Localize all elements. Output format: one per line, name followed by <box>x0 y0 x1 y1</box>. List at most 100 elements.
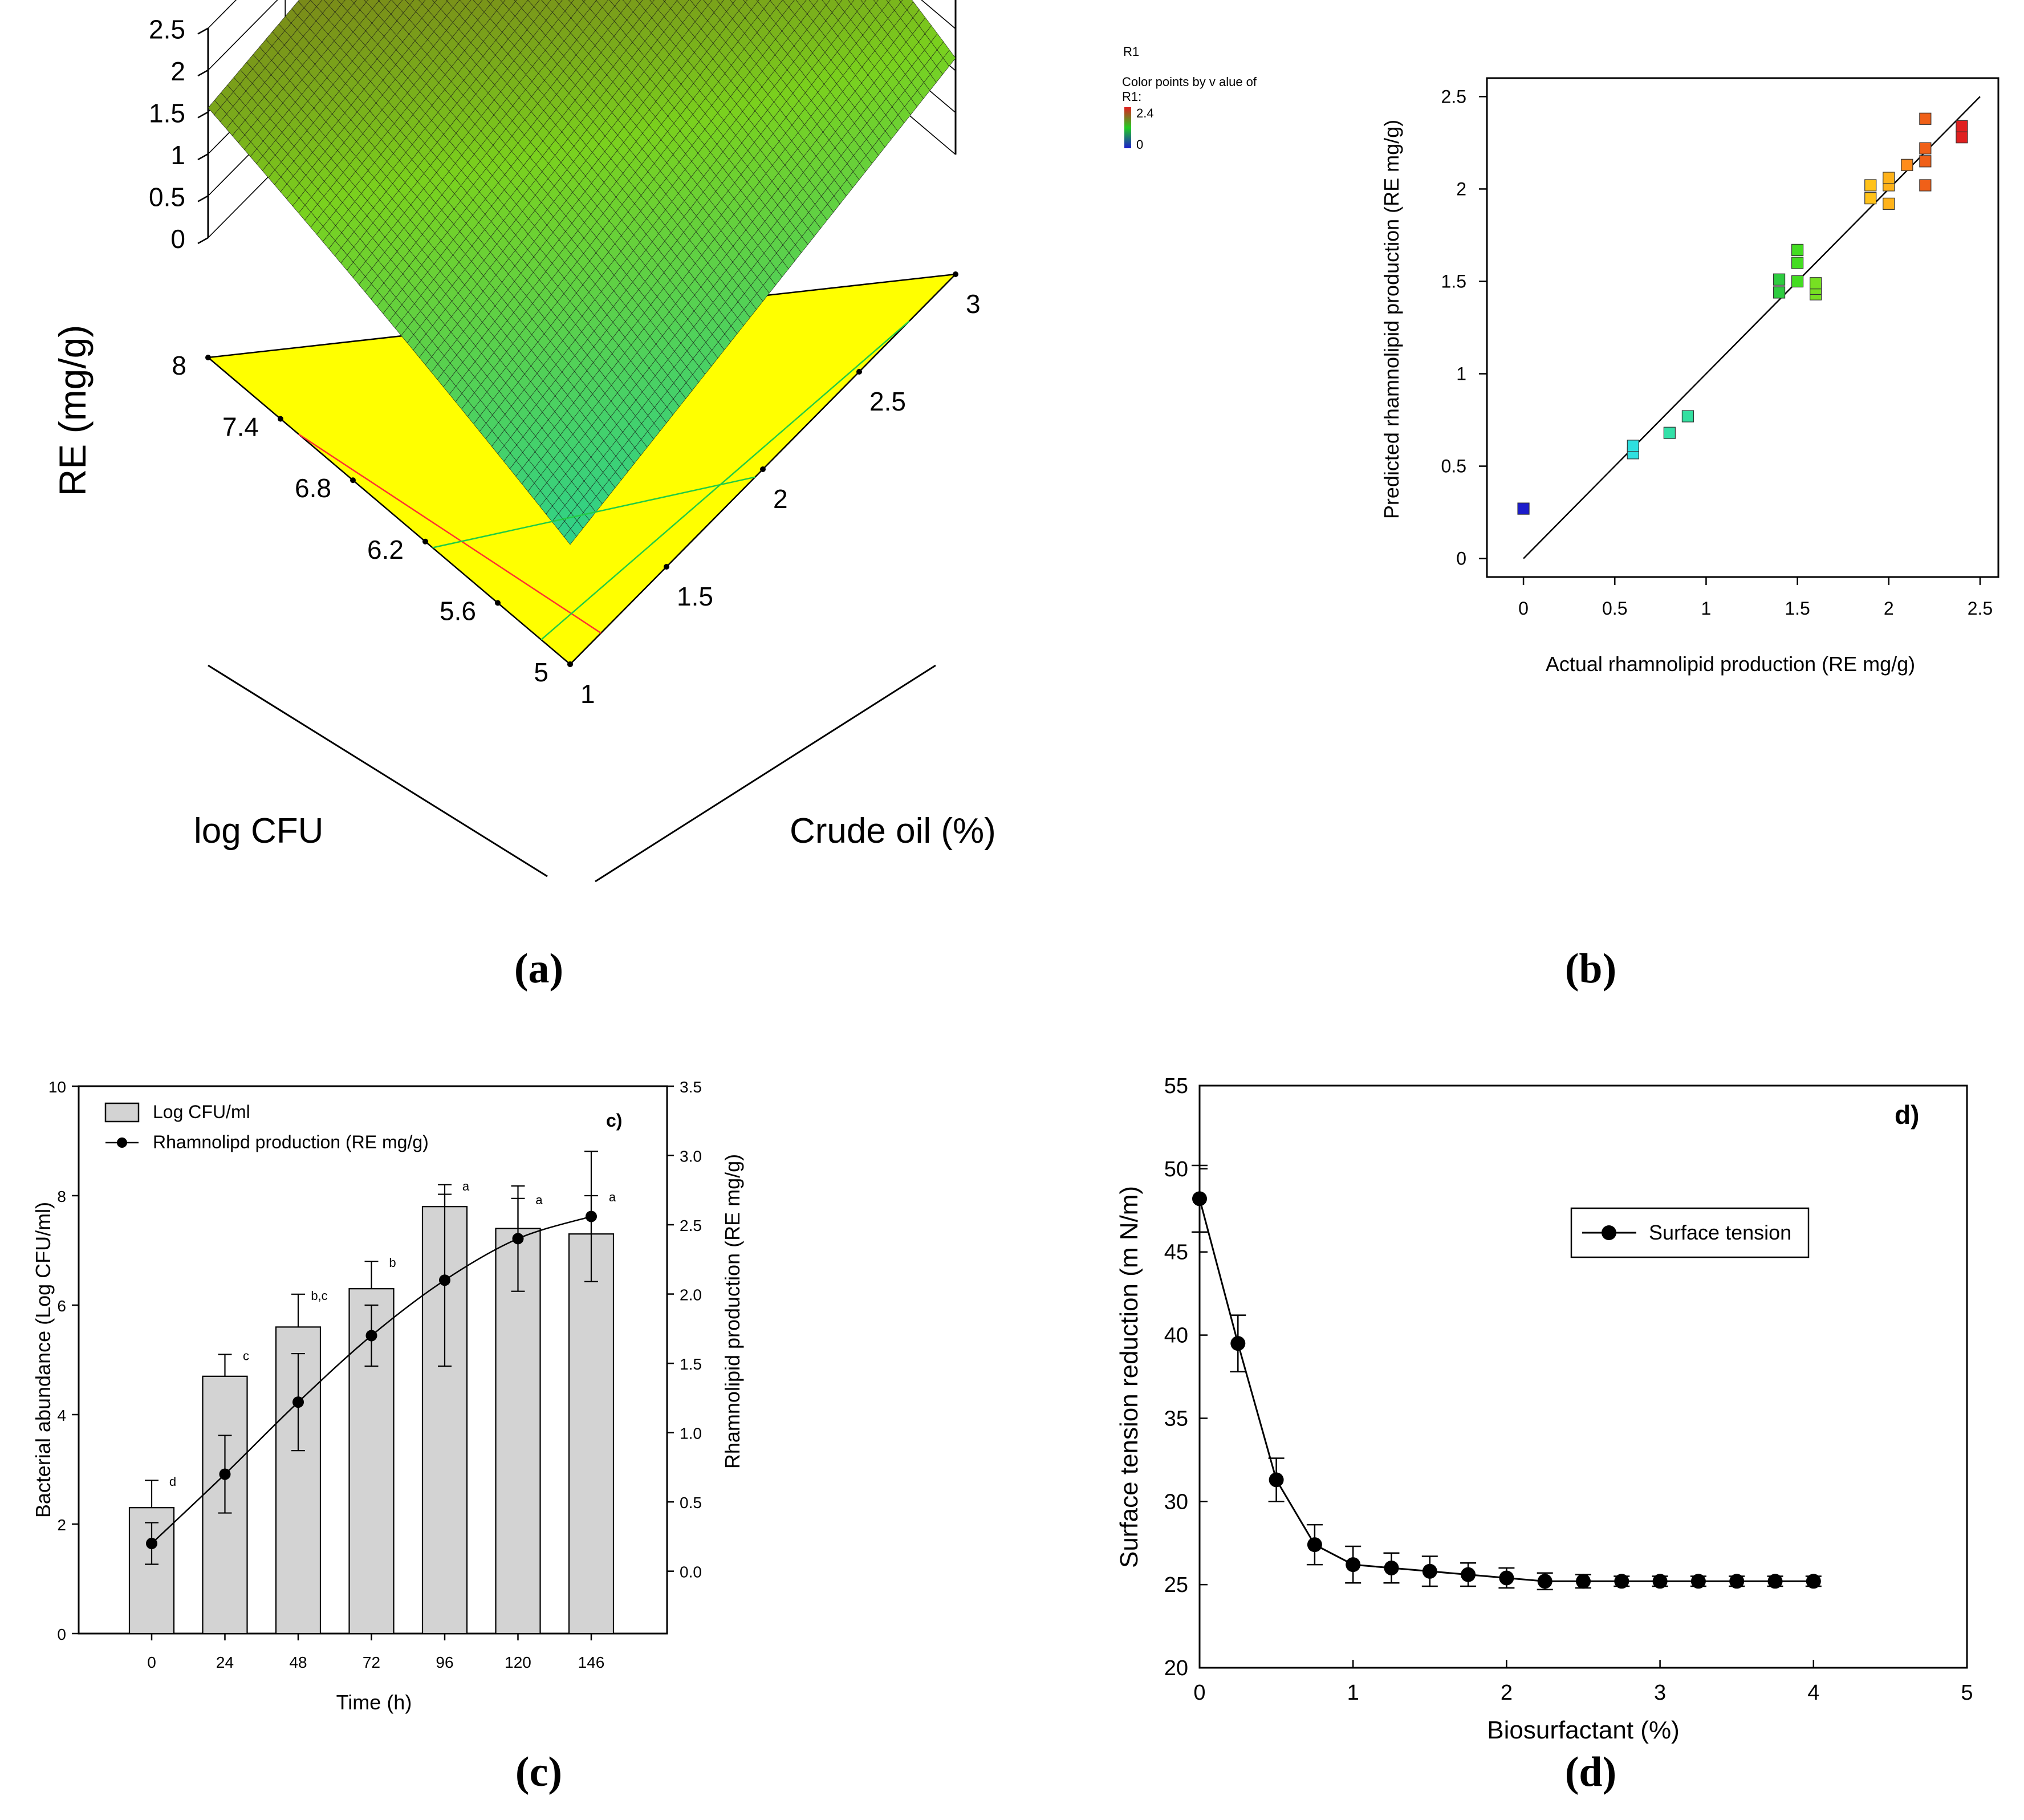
data-point <box>1791 243 1804 256</box>
z-tick <box>197 27 209 35</box>
x-tick-label: 8 <box>172 351 186 380</box>
data-point <box>1773 286 1786 299</box>
y-tick-label: 3 <box>966 289 981 319</box>
data-point <box>1919 155 1932 168</box>
y-tick-label: 10 <box>48 1078 66 1096</box>
data-point <box>1690 1574 1706 1589</box>
y-tick-dot <box>760 466 766 472</box>
y2-tick-label: 2.5 <box>680 1217 702 1234</box>
x-tick-label: 120 <box>505 1654 531 1671</box>
z-axis-title: RE (mg/g) <box>51 325 94 497</box>
x-tick-label: 6.8 <box>295 473 331 503</box>
y-tick-label: 55 <box>1164 1074 1188 1098</box>
y-tick-label: 2 <box>57 1516 66 1534</box>
x-tick-label: 6.2 <box>367 535 404 564</box>
data-point <box>1269 1472 1284 1488</box>
x-tick-dot <box>495 600 501 606</box>
legend-title: R1 <box>1123 44 1139 59</box>
significance-letter: a <box>609 1190 616 1204</box>
y2-tick-label: 1.5 <box>680 1355 702 1373</box>
floor-contour-line <box>432 476 755 549</box>
x-tick-dot <box>205 355 211 360</box>
surface-cell <box>873 0 879 3</box>
legend-line-marker <box>117 1138 127 1148</box>
y-tick-label: 2 <box>1456 178 1466 199</box>
surface-cell <box>350 0 357 4</box>
data-point <box>1576 1574 1591 1589</box>
data-point <box>1230 1336 1246 1351</box>
z-tick <box>197 111 209 119</box>
z-tick-label: 0 <box>170 224 185 254</box>
y-tick-dot <box>856 369 862 375</box>
y-tick-label: 2 <box>773 484 788 514</box>
data-point <box>1422 1563 1437 1579</box>
significance-letter: b,c <box>311 1289 327 1303</box>
line-point <box>586 1210 597 1222</box>
data-point <box>1773 273 1786 286</box>
x-axis-title: Time (h) <box>336 1691 412 1714</box>
y-axis-title: Predicted rhamnolipid production (RE mg/… <box>1380 120 1403 519</box>
surface-cell <box>835 0 843 5</box>
data-point <box>1537 1574 1552 1589</box>
data-point <box>1883 172 1895 184</box>
surface-cell <box>564 528 577 545</box>
data-point <box>1956 120 1968 132</box>
legend-line-marker <box>1602 1225 1616 1240</box>
surface-cell <box>555 0 563 5</box>
significance-letter: a <box>535 1193 543 1207</box>
y-tick-label: 2.5 <box>869 387 906 416</box>
x-tick-label: 0 <box>147 1654 156 1671</box>
data-point <box>1791 275 1804 288</box>
floor-contour-line <box>298 433 601 634</box>
y2-tick-label: 0.5 <box>680 1494 702 1512</box>
data-point <box>1384 1560 1399 1575</box>
legend-text-line1: Color points by v alue of <box>1122 75 1257 89</box>
x-tick-label: 5 <box>534 657 548 687</box>
data-point <box>1883 197 1895 210</box>
bar <box>568 1233 615 1635</box>
y-tick-dot <box>567 661 573 667</box>
x-axis-title: Actual rhamnolipid production (RE mg/g) <box>1546 652 1915 676</box>
panel-b-scatter-plot: R1 Color points by v alue of R1: 2.4 0 0… <box>1122 44 1999 676</box>
y-axis-title-left: Bacterial abundance (Log CFU/ml) <box>31 1202 55 1518</box>
plot-frame <box>1198 1084 1968 1669</box>
x-tick-label: 24 <box>216 1654 234 1671</box>
x-tick-label: 1 <box>1701 598 1712 619</box>
surface-cell <box>886 0 891 3</box>
z-tick-label: 1.5 <box>149 99 185 128</box>
surface-cell <box>445 0 449 2</box>
y-tick-label: 40 <box>1164 1324 1188 1348</box>
surface-cell <box>514 0 517 2</box>
surface-cell <box>649 0 655 3</box>
caption-c: (c) <box>515 1749 562 1795</box>
surface-cell <box>860 0 867 4</box>
surface-cell <box>730 0 736 4</box>
y-tick-label: 1.5 <box>677 582 713 611</box>
data-point <box>1627 440 1639 452</box>
x-tick-label: 72 <box>363 1654 380 1671</box>
x-tick-label: 7.4 <box>222 412 259 442</box>
surface-cell <box>663 0 666 2</box>
z-tick-label: 1 <box>170 140 185 170</box>
data-point <box>1791 257 1804 269</box>
x-tick-label: 1.5 <box>1785 598 1810 619</box>
significance-letter: c <box>243 1348 249 1363</box>
line-point <box>292 1396 304 1408</box>
y2-tick-label: 3.0 <box>680 1148 702 1165</box>
data-point <box>1652 1574 1668 1589</box>
x-tick-label: 2.5 <box>1968 598 1993 619</box>
legend-min-value: 0 <box>1136 137 1143 152</box>
data-point <box>1806 1574 1821 1589</box>
y-tick-label: 20 <box>1164 1656 1188 1680</box>
data-point <box>1864 179 1877 192</box>
z-tick <box>197 195 209 202</box>
y-tick-label: 45 <box>1164 1241 1188 1265</box>
surface-cell <box>756 0 759 2</box>
panel-label-d: d) <box>1895 1100 1919 1130</box>
y-tick-label: 6 <box>57 1297 66 1315</box>
x-axis-title: Biosurfactant (%) <box>1487 1716 1679 1744</box>
x-tick-label: 5 <box>1961 1681 1973 1705</box>
y-tick-label: 8 <box>57 1188 66 1205</box>
line-point <box>146 1538 157 1550</box>
